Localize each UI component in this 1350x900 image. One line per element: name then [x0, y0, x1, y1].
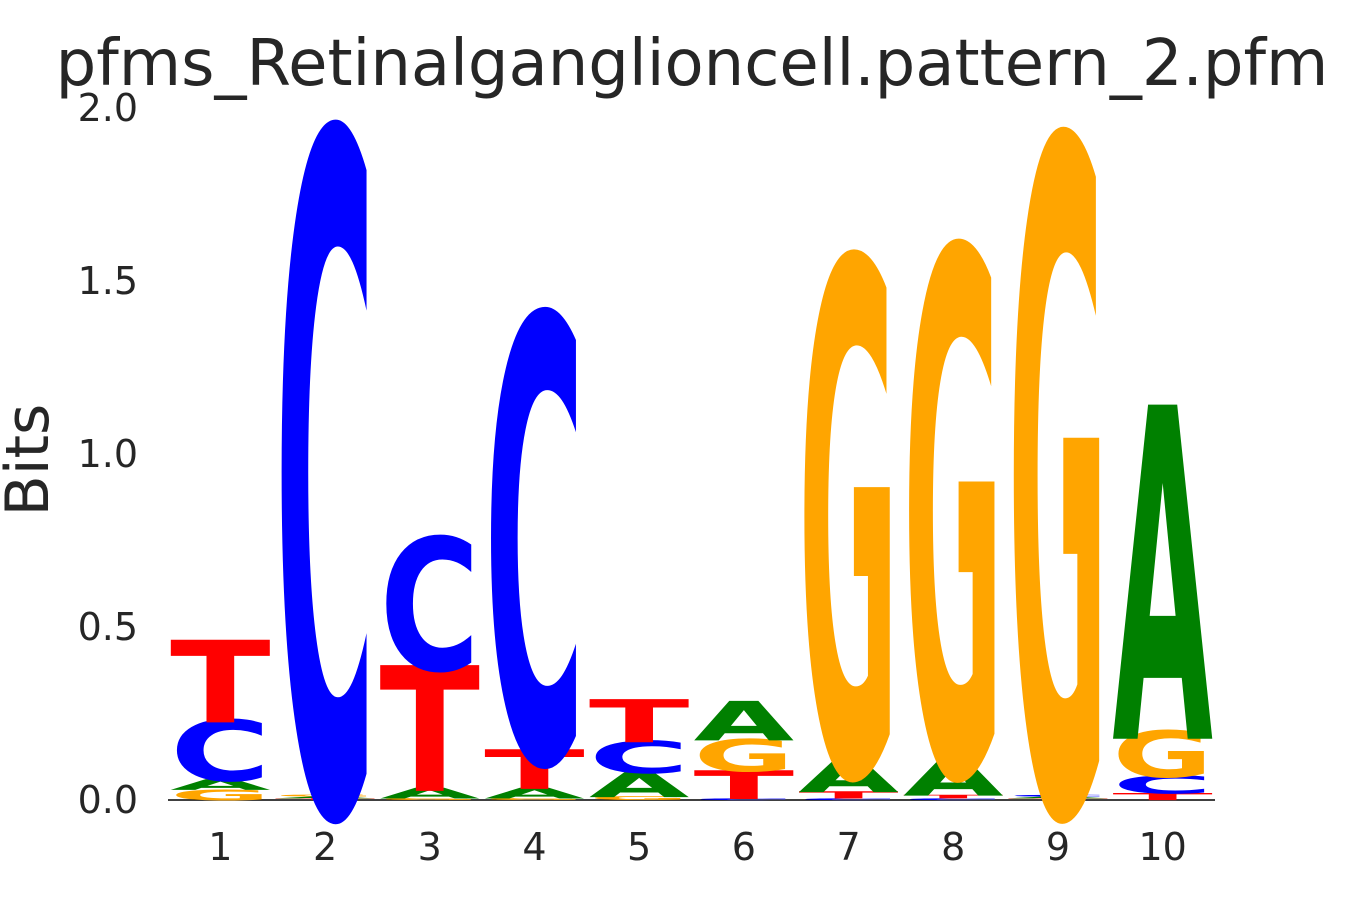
y-tick-label: 1.5	[78, 259, 138, 303]
logo-letter-T-pos-10: T	[1112, 791, 1212, 803]
x-tick-label: 2	[313, 825, 337, 869]
logo-letter-A-pos-2: A	[275, 796, 376, 799]
logo-letter-A-pos-9: A	[1008, 796, 1109, 799]
logo-letter-G-pos-3: G	[379, 798, 479, 801]
logo-letter-C-pos-1: C	[170, 703, 271, 800]
y-tick-label: 1.0	[78, 432, 138, 476]
x-tick-label: 8	[941, 825, 965, 869]
logo-letter-G-pos-4: G	[484, 798, 584, 801]
y-axis-ticks: 0.0 0.5 1.0 1.5 2.0	[78, 86, 138, 822]
logo-letter-C-pos-10: C	[1112, 771, 1212, 800]
logo-letter-G-pos-8: G	[903, 105, 1003, 900]
logo-letter-T-pos-2: T	[275, 798, 376, 801]
logo-letter-T-pos-4: T	[484, 739, 585, 802]
logo-letter-A-pos-3: A	[379, 785, 480, 802]
logo-letter-G-pos-6: G	[694, 730, 794, 782]
x-tick-label: 4	[522, 825, 546, 869]
logo-letter-C-pos-7: C	[798, 798, 899, 801]
logo-letter-G-pos-10: G	[1112, 718, 1212, 793]
y-axis-label: Bits	[0, 404, 63, 517]
logo-letter-A-pos-10: A	[1112, 314, 1213, 847]
x-axis-ticks: 1 2 3 4 5 6 7 8 9 10	[208, 825, 1187, 869]
logo-letter-T-pos-8: T	[903, 794, 1004, 800]
logo-letter-C-pos-2: C	[275, 0, 376, 900]
logo-letter-G-pos-9: G	[1008, 0, 1108, 900]
logo-letter-C-pos-3: C	[379, 501, 480, 714]
logo-letter-C-pos-4: C	[484, 195, 585, 900]
x-tick-label: 3	[418, 825, 442, 869]
y-tick-label: 0.0	[78, 778, 138, 822]
logo-letter-G-pos-5: G	[589, 796, 689, 802]
x-tick-label: 1	[208, 825, 232, 869]
logo-letter-T-pos-3: T	[379, 631, 480, 832]
chart-title: pfms_Retinalganglioncell.pattern_2.pfm	[56, 27, 1329, 101]
y-tick-label: 2.0	[78, 86, 138, 130]
logo-letter-C-pos-8: C	[903, 798, 1004, 801]
logo-letter-A-pos-8: A	[903, 751, 1003, 808]
logo-letter-G-pos-1: G	[170, 787, 270, 804]
x-tick-label: 7	[836, 825, 860, 869]
x-tick-label: 5	[627, 825, 651, 869]
x-tick-label: 10	[1138, 825, 1186, 869]
logo-letter-A-pos-5: A	[589, 766, 690, 806]
logo-letter-C-pos-9: C	[1008, 794, 1109, 797]
logo-letter-A-pos-7: A	[798, 751, 898, 803]
logo-letter-C-pos-5: C	[589, 733, 690, 784]
logo-letter-G-pos-2: G	[275, 794, 375, 797]
logo-letter-A-pos-6: A	[694, 691, 794, 754]
logo-letter-T-pos-7: T	[798, 789, 898, 801]
logo-letter-T-pos-6: T	[694, 763, 794, 809]
y-tick-label: 0.5	[78, 605, 138, 649]
logo-letter-A-pos-4: A	[484, 785, 585, 802]
x-tick-label: 6	[732, 825, 756, 869]
logo-letter-C-pos-6: C	[694, 798, 795, 801]
logo-letter-T-pos-1: T	[170, 618, 271, 750]
logo-letter-G-pos-7: G	[798, 119, 898, 900]
logo-letter-T-pos-5: T	[589, 688, 690, 756]
logo-letter-A-pos-1: A	[170, 776, 271, 793]
logo-letter-T-pos-9: T	[1008, 798, 1109, 801]
x-tick-label: 9	[1046, 825, 1070, 869]
